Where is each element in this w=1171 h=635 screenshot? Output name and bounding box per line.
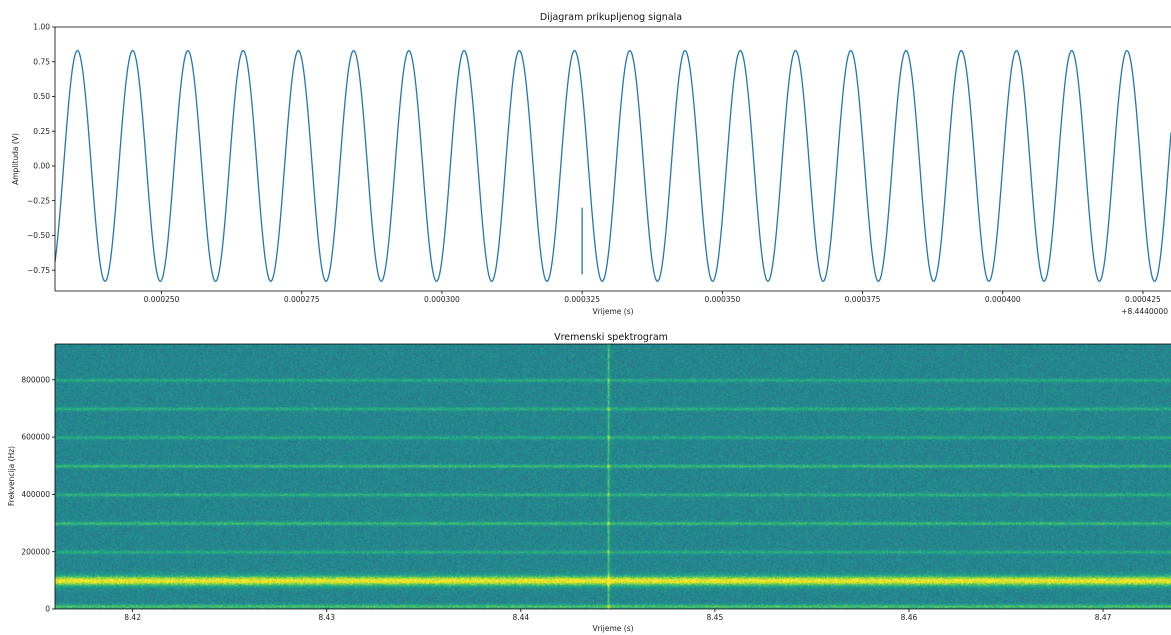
spectrogram-x-tick-label: 8.45 bbox=[707, 613, 724, 622]
spectrogram-title: Vremenski spektrogram bbox=[554, 332, 668, 343]
spectrogram-x-tick-label: 8.47 bbox=[1095, 613, 1112, 622]
spectrogram-y-axis-label: Frekvencija (Hz) bbox=[7, 446, 16, 506]
signal-plot-title: Dijagram prikupljenog signala bbox=[540, 12, 682, 23]
spectrogram-y-tick-label: 200000 bbox=[21, 547, 50, 556]
spectrogram-x-axis-label: Vrijeme (s) bbox=[592, 624, 633, 633]
spectrogram-y-tick-label: 600000 bbox=[21, 433, 50, 442]
signal-y-tick-label: 0.00 bbox=[33, 162, 50, 171]
spectrogram-plot: Vremenski spektrogram 0 200000 400000 60000… bbox=[7, 332, 1171, 633]
signal-x-offset-label: +8.4440000 bbox=[1121, 307, 1168, 316]
signal-x-tick-label: 0.000375 bbox=[845, 295, 881, 304]
signal-x-ticks: 0.000250 0.000275 0.000300 0.000325 0.000350… bbox=[144, 291, 1161, 304]
signal-y-tick-label: 1.00 bbox=[33, 23, 50, 32]
signal-x-tick-label: 0.000250 bbox=[144, 295, 180, 304]
signal-x-tick-label: 0.000400 bbox=[985, 295, 1021, 304]
signal-series-line bbox=[55, 49, 1171, 282]
signal-x-tick-label: 0.000425 bbox=[1125, 295, 1161, 304]
signal-y-axis-label: Amplituda (V) bbox=[11, 133, 20, 185]
spectrogram-x-ticks: 8.42 8.43 8.44 8.45 8.46 8.47 bbox=[124, 609, 1112, 622]
spectrogram-x-tick-label: 8.42 bbox=[124, 613, 141, 622]
spectrogram-y-ticks: 0 200000 400000 600000 800000 bbox=[21, 375, 55, 614]
signal-x-axis-label: Vrijeme (s) bbox=[592, 307, 633, 316]
signal-y-tick-label: 0.50 bbox=[33, 92, 50, 101]
spectrogram-x-tick-label: 8.43 bbox=[318, 613, 335, 622]
spectrogram-y-tick-label: 400000 bbox=[21, 490, 50, 499]
signal-x-tick-label: 0.000275 bbox=[284, 295, 320, 304]
signal-y-ticks: −0.75 −0.50 −0.25 0.00 0.25 0.50 0.75 1.00 bbox=[27, 23, 55, 275]
signal-plot-area bbox=[54, 26, 1171, 292]
spectrogram-y-tick-label: 800000 bbox=[21, 375, 50, 384]
spectrogram-x-tick-label: 8.44 bbox=[512, 613, 529, 622]
signal-y-tick-label: 0.75 bbox=[33, 57, 50, 66]
signal-y-tick-label: −0.25 bbox=[27, 196, 50, 205]
signal-x-tick-label: 0.000300 bbox=[424, 295, 460, 304]
signal-y-tick-label: −0.50 bbox=[27, 231, 50, 240]
spectrogram-y-tick-label: 0 bbox=[45, 605, 50, 614]
signal-plot: Dijagram prikupljenog signala −0.75 −0.50… bbox=[11, 12, 1171, 316]
spectrogram-heatmap bbox=[55, 344, 1171, 609]
signal-x-tick-label: 0.000350 bbox=[704, 295, 740, 304]
signal-x-tick-label: 0.000325 bbox=[564, 295, 600, 304]
signal-y-tick-label: 0.25 bbox=[33, 127, 50, 136]
signal-y-tick-label: −0.75 bbox=[27, 266, 50, 275]
spectrogram-x-tick-label: 8.46 bbox=[901, 613, 918, 622]
